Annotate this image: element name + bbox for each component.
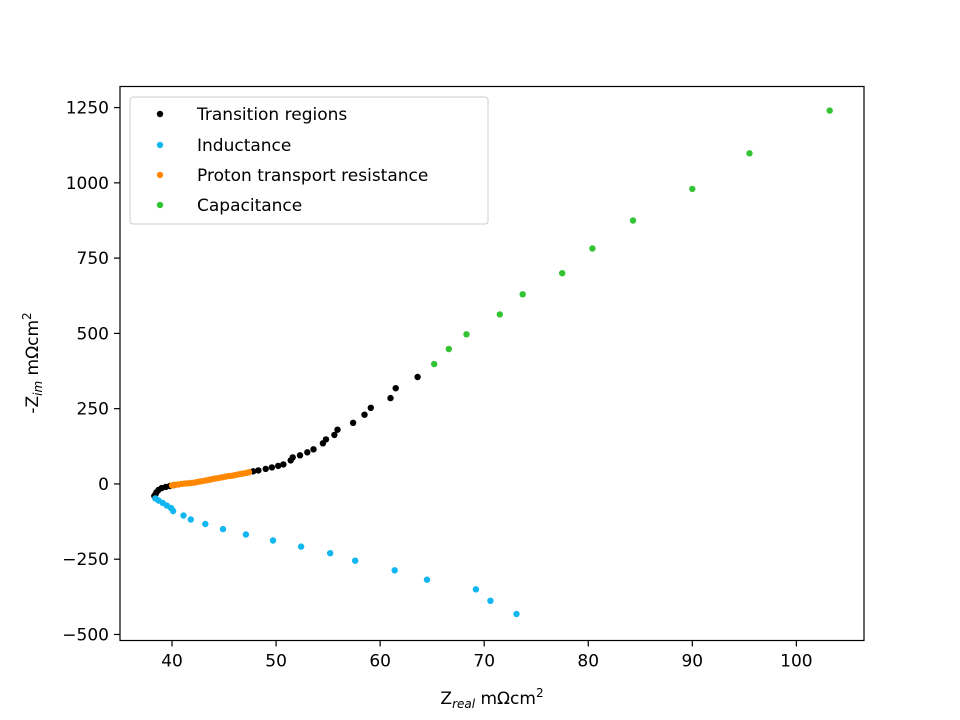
point-transition-regions-11 <box>268 464 276 471</box>
point-inductance-14 <box>352 557 359 564</box>
legend-marker-capacitance <box>156 201 164 209</box>
point-capacitance-7 <box>629 217 637 224</box>
x-tick-label-50: 50 <box>265 652 287 672</box>
point-inductance-12 <box>297 543 305 550</box>
point-transition-regions-17 <box>304 449 311 456</box>
point-capacitance-5 <box>559 270 566 277</box>
x-tick-label-70: 70 <box>473 652 495 672</box>
point-inductance-19 <box>513 610 520 618</box>
legend-marker-transition-regions <box>156 110 164 118</box>
point-inductance-18 <box>487 597 494 604</box>
point-transition-regions-15 <box>289 454 296 461</box>
x-axis-ticks: 40 50 60 70 80 90 100 <box>161 640 813 672</box>
x-tick-label-100: 100 <box>780 652 812 672</box>
x-tick-label-60: 60 <box>369 652 391 672</box>
point-transition-regions-21 <box>331 431 338 439</box>
y-axis-ticks: −500 −250 0 250 500 750 1000 1250 <box>62 99 120 645</box>
point-transition-regions-9 <box>255 467 262 474</box>
point-inductance-8 <box>202 520 209 528</box>
plot-frame <box>119 85 865 642</box>
point-transition-regions-16 <box>296 452 304 459</box>
point-capacitance-8 <box>689 185 696 193</box>
legend-label-transition-regions: Transition regions <box>196 105 347 125</box>
point-capacitance-1 <box>445 345 452 353</box>
legend-label-inductance: Inductance <box>197 136 291 156</box>
y-tick-label--250: −250 <box>62 550 109 570</box>
point-transition-regions-13 <box>280 461 287 468</box>
point-transition-regions-10 <box>262 465 269 473</box>
x-axis-label: Zreal mΩcm2 <box>440 686 543 711</box>
legend: Transition regions Inductance Proton tra… <box>129 96 489 225</box>
point-inductance-15 <box>391 567 398 574</box>
point-inductance-7 <box>187 516 194 523</box>
point-inductance-9 <box>219 525 227 533</box>
legend-marker-inductance <box>156 141 164 149</box>
legend-label-proton-transport-resistance: Proton transport resistance <box>197 166 428 186</box>
point-transition-regions-12 <box>275 462 282 470</box>
point-inductance-5 <box>169 507 177 515</box>
point-inductance-16 <box>423 576 431 583</box>
y-tick-label-750: 750 <box>77 249 109 269</box>
point-transition-regions-22 <box>334 426 341 433</box>
x-tick-label-40: 40 <box>161 652 183 672</box>
legend-marker-proton-transport-resistance <box>156 171 164 179</box>
y-tick-label-1250: 1250 <box>66 99 109 119</box>
point-capacitance-6 <box>589 245 596 252</box>
data-points <box>151 107 833 618</box>
point-capacitance-4 <box>519 291 526 298</box>
point-transition-regions-20 <box>322 436 330 443</box>
point-transition-regions-27 <box>392 385 399 392</box>
point-capacitance-0 <box>431 360 438 368</box>
point-transition-regions-25 <box>367 404 374 411</box>
point-inductance-11 <box>269 537 277 544</box>
point-inductance-13 <box>327 550 334 557</box>
legend-box <box>129 96 489 225</box>
x-tick-label-90: 90 <box>681 652 703 672</box>
y-tick-label-0: 0 <box>98 475 109 495</box>
legend-label-capacitance: Capacitance <box>197 196 302 216</box>
x-tick-label-80: 80 <box>577 652 599 672</box>
y-tick-label--500: −500 <box>62 625 109 645</box>
point-capacitance-9 <box>746 150 753 157</box>
point-capacitance-2 <box>463 331 470 338</box>
point-inductance-17 <box>472 586 480 593</box>
point-proton-transport-resistance-25 <box>245 469 253 476</box>
y-tick-label-500: 500 <box>77 324 109 344</box>
point-inductance-10 <box>242 531 250 538</box>
point-transition-regions-28 <box>414 373 421 381</box>
point-inductance-6 <box>180 512 187 519</box>
point-capacitance-10 <box>826 107 833 114</box>
y-axis-label: -Zim mΩcm2 <box>20 312 45 413</box>
y-tick-label-250: 250 <box>77 400 109 420</box>
point-transition-regions-18 <box>310 446 317 453</box>
point-capacitance-3 <box>496 311 503 318</box>
point-transition-regions-26 <box>387 394 394 402</box>
point-transition-regions-23 <box>349 419 357 426</box>
point-transition-regions-24 <box>361 411 368 418</box>
y-tick-label-1000: 1000 <box>66 174 109 194</box>
